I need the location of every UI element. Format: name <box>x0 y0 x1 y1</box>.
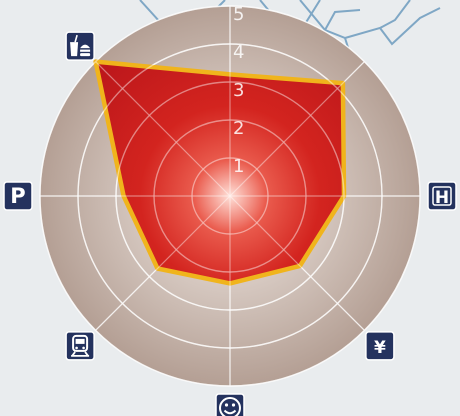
svg-text:P: P <box>10 184 25 208</box>
tick-label: 5 <box>233 4 244 25</box>
axis-spoke <box>229 61 365 197</box>
axis-icons: H ¥ P <box>3 31 457 416</box>
tick-label: 1 <box>233 156 244 177</box>
tick-label: 3 <box>233 80 244 101</box>
grid-ring-1 <box>191 157 269 235</box>
axis-spoke <box>95 61 231 197</box>
train-icon <box>65 331 95 361</box>
axis-spoke <box>229 195 365 331</box>
parking-icon: P <box>3 181 33 211</box>
svg-text:H: H <box>435 188 449 208</box>
grid-ring-2 <box>153 119 307 273</box>
tick-label: 2 <box>233 118 244 139</box>
grid-ring-5 <box>39 5 421 387</box>
radar-series <box>39 5 421 387</box>
grid-ring-4 <box>77 43 383 349</box>
radar-tick-labels: 1 2 3 4 5 <box>233 4 244 177</box>
tick-label: 4 <box>233 42 244 63</box>
axis-spoke <box>95 195 231 331</box>
fast-food-icon <box>65 31 95 61</box>
hotel-icon: H <box>427 181 457 211</box>
grid-overlay <box>39 5 421 387</box>
svg-text:¥: ¥ <box>374 338 386 358</box>
map-road-line <box>299 0 441 61</box>
yen-icon: ¥ <box>365 331 395 361</box>
smiley-icon <box>215 393 245 416</box>
